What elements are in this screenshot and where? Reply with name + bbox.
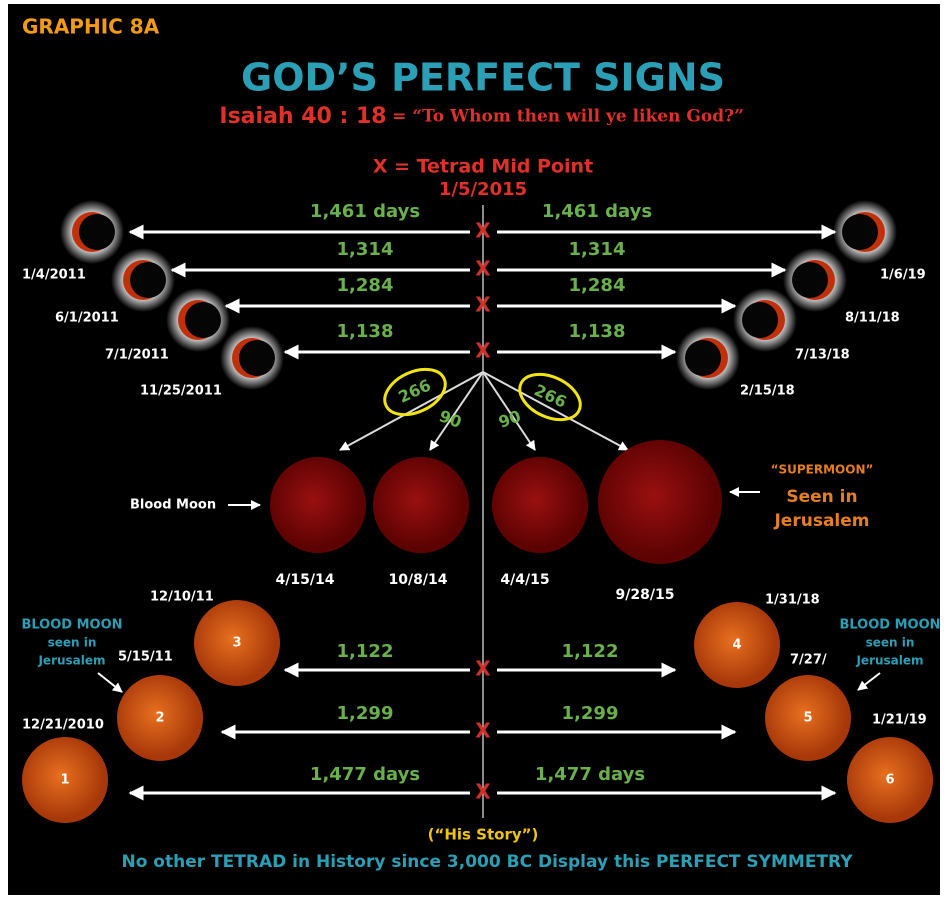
date-label: 6/1/2011 <box>55 311 119 326</box>
date-label: 1/31/18 <box>765 593 820 608</box>
verse: Isaiah 40 : 18 <box>219 104 386 129</box>
midpoint-date: 1/5/2015 <box>439 179 527 200</box>
moon-number: 5 <box>803 711 812 726</box>
midpoint-marker: X <box>475 339 491 363</box>
date-label: 11/25/2011 <box>140 384 222 399</box>
background <box>8 4 940 895</box>
span-label: 1,138 <box>569 321 626 342</box>
midpoint-label: X = Tetrad Mid Point <box>373 156 593 178</box>
span-label: 1,299 <box>337 703 394 724</box>
moon-shadow <box>842 214 878 250</box>
date-label: 4/4/15 <box>500 572 549 588</box>
date-label: 7/1/2011 <box>105 348 169 363</box>
supermoon-note: Seen in <box>786 487 857 507</box>
date-label: 5/15/11 <box>118 650 173 665</box>
date-label: 1/6/19 <box>880 268 926 283</box>
moon-number: 4 <box>732 638 741 653</box>
moon-number: 2 <box>155 711 164 726</box>
moon-shadow <box>185 302 221 338</box>
span-label: 1,284 <box>337 275 394 296</box>
jerusalem-note: BLOOD MOON <box>839 618 940 633</box>
jerusalem-note: Jerusalem <box>37 654 105 668</box>
date-label: 7/27/ <box>790 653 827 668</box>
page: GRAPHIC 8A GOD’S PERFECT SIGNS Isaiah 40… <box>0 0 945 899</box>
span-label: 1,314 <box>569 239 626 260</box>
quote: = “To Whom then will ye liken God?” <box>392 107 744 127</box>
span-label: 1,477 days <box>535 764 645 785</box>
midpoint-marker: X <box>475 719 491 743</box>
blood-moon <box>492 457 588 553</box>
date-label: 8/11/18 <box>845 311 900 326</box>
span-label: 1,122 <box>562 641 619 662</box>
midpoint-marker: X <box>475 293 491 317</box>
midpoint-marker: X <box>475 219 491 243</box>
jerusalem-note: seen in <box>866 636 915 650</box>
date-label: 1/21/19 <box>872 713 927 728</box>
moon-shadow <box>685 340 721 376</box>
date-label: 7/13/18 <box>795 348 850 363</box>
blood-moon <box>598 440 722 564</box>
moon-shadow <box>239 340 275 376</box>
date-label: 2/15/18 <box>740 384 795 399</box>
date-label: 12/21/2010 <box>22 718 104 733</box>
moon-shadow <box>130 262 166 298</box>
title: GOD’S PERFECT SIGNS <box>241 56 725 100</box>
midpoint-marker: X <box>475 257 491 281</box>
caption: (“His Story”) <box>428 826 539 844</box>
date-label: Blood Moon <box>130 498 216 513</box>
supermoon-note: Jerusalem <box>773 511 869 531</box>
diagram: GRAPHIC 8A GOD’S PERFECT SIGNS Isaiah 40… <box>0 0 945 899</box>
graphic-label: GRAPHIC 8A <box>22 15 160 39</box>
date-label: 9/28/15 <box>616 587 675 603</box>
date-label: 10/8/14 <box>389 572 448 588</box>
midpoint-marker: X <box>475 780 491 804</box>
date-label: 12/10/11 <box>150 590 214 605</box>
span-label: 1,299 <box>562 703 619 724</box>
statement: No other TETRAD in History since 3,000 B… <box>121 852 853 872</box>
span-label: 1,477 days <box>310 764 420 785</box>
blood-moon <box>373 457 469 553</box>
span-label: 1,314 <box>337 239 394 260</box>
moon-number: 6 <box>885 773 894 788</box>
moon-shadow <box>742 302 778 338</box>
midpoint-marker: X <box>475 657 491 681</box>
date-label: 1/4/2011 <box>22 268 86 283</box>
blood-moon <box>270 457 366 553</box>
moon-shadow <box>792 262 828 298</box>
span-label: 1,122 <box>337 641 394 662</box>
jerusalem-note: BLOOD MOON <box>21 618 122 633</box>
jerusalem-note: Jerusalem <box>855 654 923 668</box>
moon-number: 1 <box>60 773 69 788</box>
date-label: 4/15/14 <box>276 572 335 588</box>
span-label: 1,138 <box>337 321 394 342</box>
span-label: 1,284 <box>569 275 626 296</box>
supermoon-label: “SUPERMOON” <box>771 463 874 477</box>
moon-number: 3 <box>232 636 241 651</box>
moon-shadow <box>79 214 115 250</box>
span-label: 1,461 days <box>310 201 420 222</box>
jerusalem-note: seen in <box>48 636 97 650</box>
span-label: 1,461 days <box>542 201 652 222</box>
